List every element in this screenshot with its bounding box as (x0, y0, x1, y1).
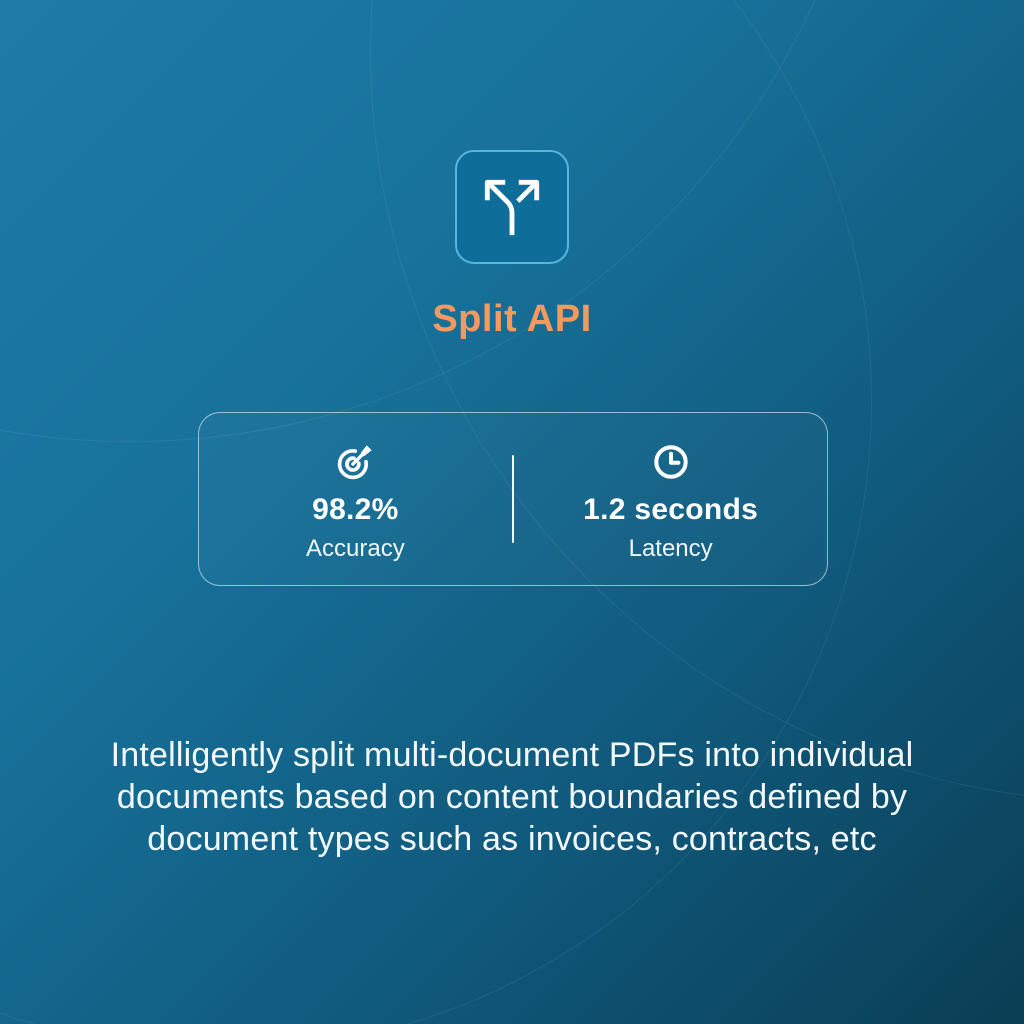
product-icon-tile (455, 150, 569, 264)
split-arrows-icon (481, 176, 543, 238)
product-description: Intelligently split multi-document PDFs … (110, 736, 914, 858)
decorative-circle (370, 0, 1024, 802)
page-title: Split API (432, 298, 592, 340)
stat-accuracy: 98.2% Accuracy (199, 413, 512, 585)
decorative-circle (0, 0, 882, 442)
stat-value: 98.2% (312, 493, 399, 526)
stat-value: 1.2 seconds (583, 493, 759, 526)
target-arrow-icon (334, 440, 376, 484)
stats-card: 98.2% Accuracy 1.2 seconds Latency (198, 412, 828, 586)
clock-icon (650, 440, 692, 484)
vertical-divider (511, 455, 515, 543)
stat-latency: 1.2 seconds Latency (514, 413, 827, 585)
stat-label: Accuracy (306, 535, 405, 562)
stat-label: Latency (628, 535, 713, 562)
